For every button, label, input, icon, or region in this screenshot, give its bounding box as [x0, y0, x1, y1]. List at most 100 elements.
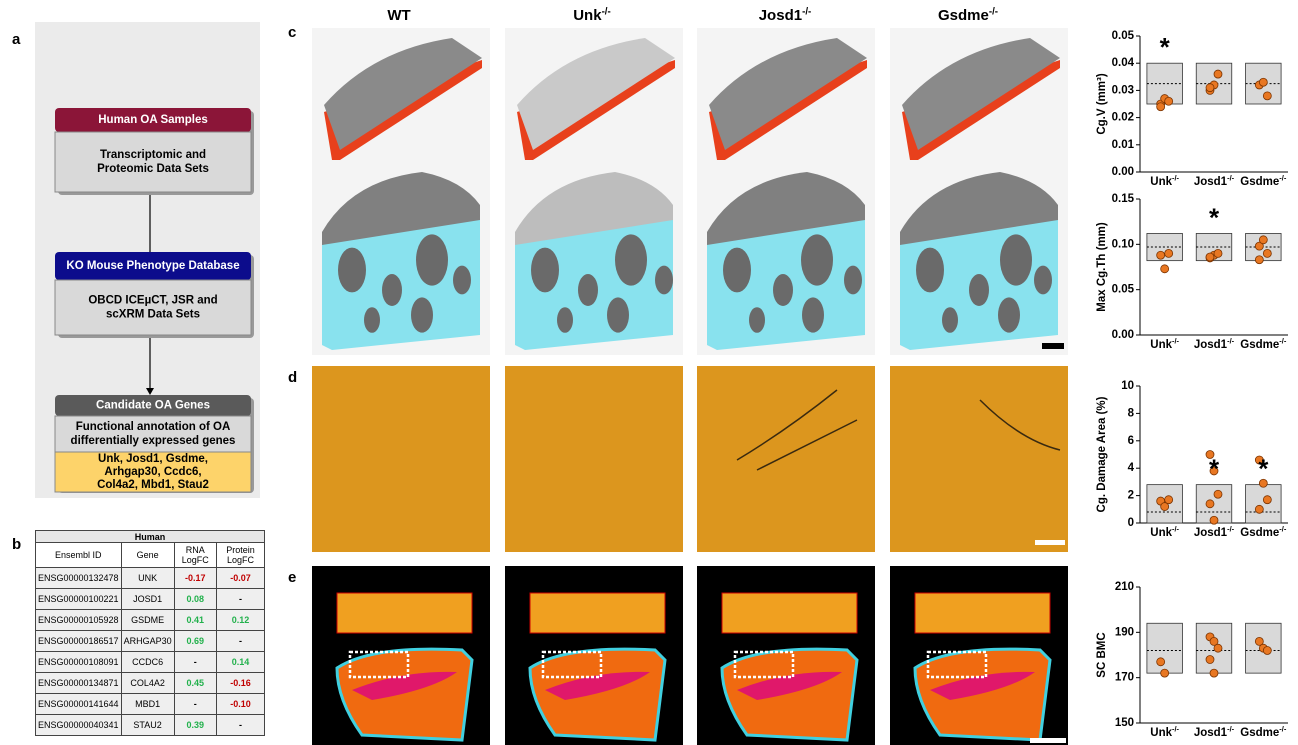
- y-tick-label: 190: [1115, 626, 1134, 638]
- y-tick-label: 10: [1121, 380, 1134, 392]
- panel-label: d: [288, 369, 297, 386]
- box-body-text: Functional annotation of OA: [76, 421, 231, 433]
- data-point: [1161, 265, 1169, 273]
- pore: [1000, 234, 1032, 285]
- table-cell: ENSG00000132478: [36, 568, 122, 589]
- box-header-text: Candidate OA Genes: [96, 400, 210, 412]
- heatmap-strip: [722, 593, 857, 633]
- x-tick-label: Gsdme-/-: [1240, 725, 1287, 739]
- pore: [615, 234, 647, 285]
- x-tick-label: Unk-/-: [1150, 725, 1179, 739]
- data-point: [1263, 249, 1271, 257]
- table-cell: 0.41: [174, 610, 216, 631]
- gene-list-text: Col4a2, Mbd1, Stau2: [97, 479, 209, 491]
- pore: [411, 297, 433, 332]
- column-header: Josd1-/-: [759, 6, 812, 24]
- box-body-text: OBCD ICEµCT, JSR and: [88, 295, 217, 307]
- x-tick-label: Gsdme-/-: [1240, 337, 1287, 351]
- y-tick-label: 150: [1115, 717, 1134, 729]
- table-row: ENSG00000100221JOSD10.08-: [36, 589, 265, 610]
- significance-marker: *: [1258, 454, 1269, 484]
- data-point: [1157, 658, 1165, 666]
- box-body-text: differentially expressed genes: [71, 435, 236, 447]
- table-cell: -: [174, 694, 216, 715]
- pore: [801, 234, 833, 285]
- panel-label: a: [12, 31, 21, 48]
- table-cell: -: [174, 652, 216, 673]
- table-title: Human: [36, 531, 265, 543]
- wt-range-box: [1147, 623, 1183, 673]
- heatmap-strip: [337, 593, 472, 633]
- table-cell: -0.07: [216, 568, 264, 589]
- x-tick-label: Gsdme-/-: [1240, 174, 1287, 188]
- y-tick-label: 4: [1128, 462, 1135, 474]
- pore: [749, 307, 765, 333]
- wt-range-box: [1246, 485, 1282, 523]
- panel-label: e: [288, 569, 296, 586]
- pore: [531, 248, 559, 293]
- y-tick-label: 0.05: [1112, 30, 1135, 42]
- box-body-text: scXRM Data Sets: [106, 309, 200, 321]
- box-header-text: Human OA Samples: [98, 114, 208, 126]
- data-point: [1210, 669, 1218, 677]
- table-cell: ENSG00000186517: [36, 631, 122, 652]
- data-point: [1214, 70, 1222, 78]
- table-cell: GSDME: [121, 610, 174, 631]
- pore: [578, 274, 598, 306]
- data-point: [1165, 97, 1173, 105]
- data-point: [1255, 256, 1263, 264]
- box-body-text: Transcriptomic and: [100, 149, 206, 161]
- y-tick-label: 0.00: [1112, 329, 1134, 341]
- significance-marker: *: [1209, 454, 1220, 484]
- table-title-row: Human: [36, 531, 265, 543]
- data-point: [1206, 656, 1214, 664]
- data-point: [1214, 644, 1222, 652]
- data-point: [1165, 496, 1173, 504]
- x-tick-label: Gsdme-/-: [1240, 525, 1287, 539]
- data-point: [1210, 516, 1218, 524]
- y-tick-label: 0.03: [1112, 84, 1134, 96]
- table-row: ENSG00000040341STAU20.39-: [36, 715, 265, 736]
- pore: [998, 297, 1020, 332]
- data-point: [1206, 84, 1214, 92]
- pore: [557, 307, 573, 333]
- pore: [364, 307, 380, 333]
- column-header: Gene: [121, 543, 174, 568]
- x-tick-label: Unk-/-: [1150, 337, 1179, 351]
- pore: [1034, 266, 1052, 295]
- heatmap-bone: [722, 649, 857, 740]
- data-point: [1214, 249, 1222, 257]
- x-tick-label: Unk-/-: [1150, 174, 1179, 188]
- scale-bar: [1042, 343, 1064, 349]
- y-axis-label: SC BMC: [1096, 632, 1108, 677]
- data-point: [1263, 646, 1271, 654]
- pore: [969, 274, 989, 306]
- y-axis-label: Cg. Damage Area (%): [1096, 396, 1108, 512]
- data-point: [1263, 92, 1271, 100]
- panel-label: b: [12, 536, 21, 553]
- x-tick-label: Josd1-/-: [1194, 725, 1235, 739]
- data-point: [1255, 505, 1263, 513]
- table-cell: JOSD1: [121, 589, 174, 610]
- table-cell: ENSG00000108091: [36, 652, 122, 673]
- pore: [802, 297, 824, 332]
- scale-bar: [1035, 540, 1065, 545]
- table-cell: ENSG00000141644: [36, 694, 122, 715]
- figure: abcdeHuman OA SamplesTranscriptomic andP…: [0, 0, 1298, 745]
- table-cell: 0.12: [216, 610, 264, 631]
- table-cell: -: [216, 715, 264, 736]
- table-cell: -: [216, 631, 264, 652]
- y-tick-label: 170: [1115, 672, 1134, 684]
- box-body-text: Proteomic Data Sets: [97, 163, 209, 175]
- image-d: [697, 366, 875, 552]
- pore: [382, 274, 402, 306]
- table-cell: ENSG00000100221: [36, 589, 122, 610]
- heatmap-bone: [530, 649, 665, 740]
- table-cell: -0.17: [174, 568, 216, 589]
- gene-list-text: Unk, Josd1, Gsdme,: [98, 453, 208, 465]
- table-cell: 0.45: [174, 673, 216, 694]
- pore: [338, 248, 366, 293]
